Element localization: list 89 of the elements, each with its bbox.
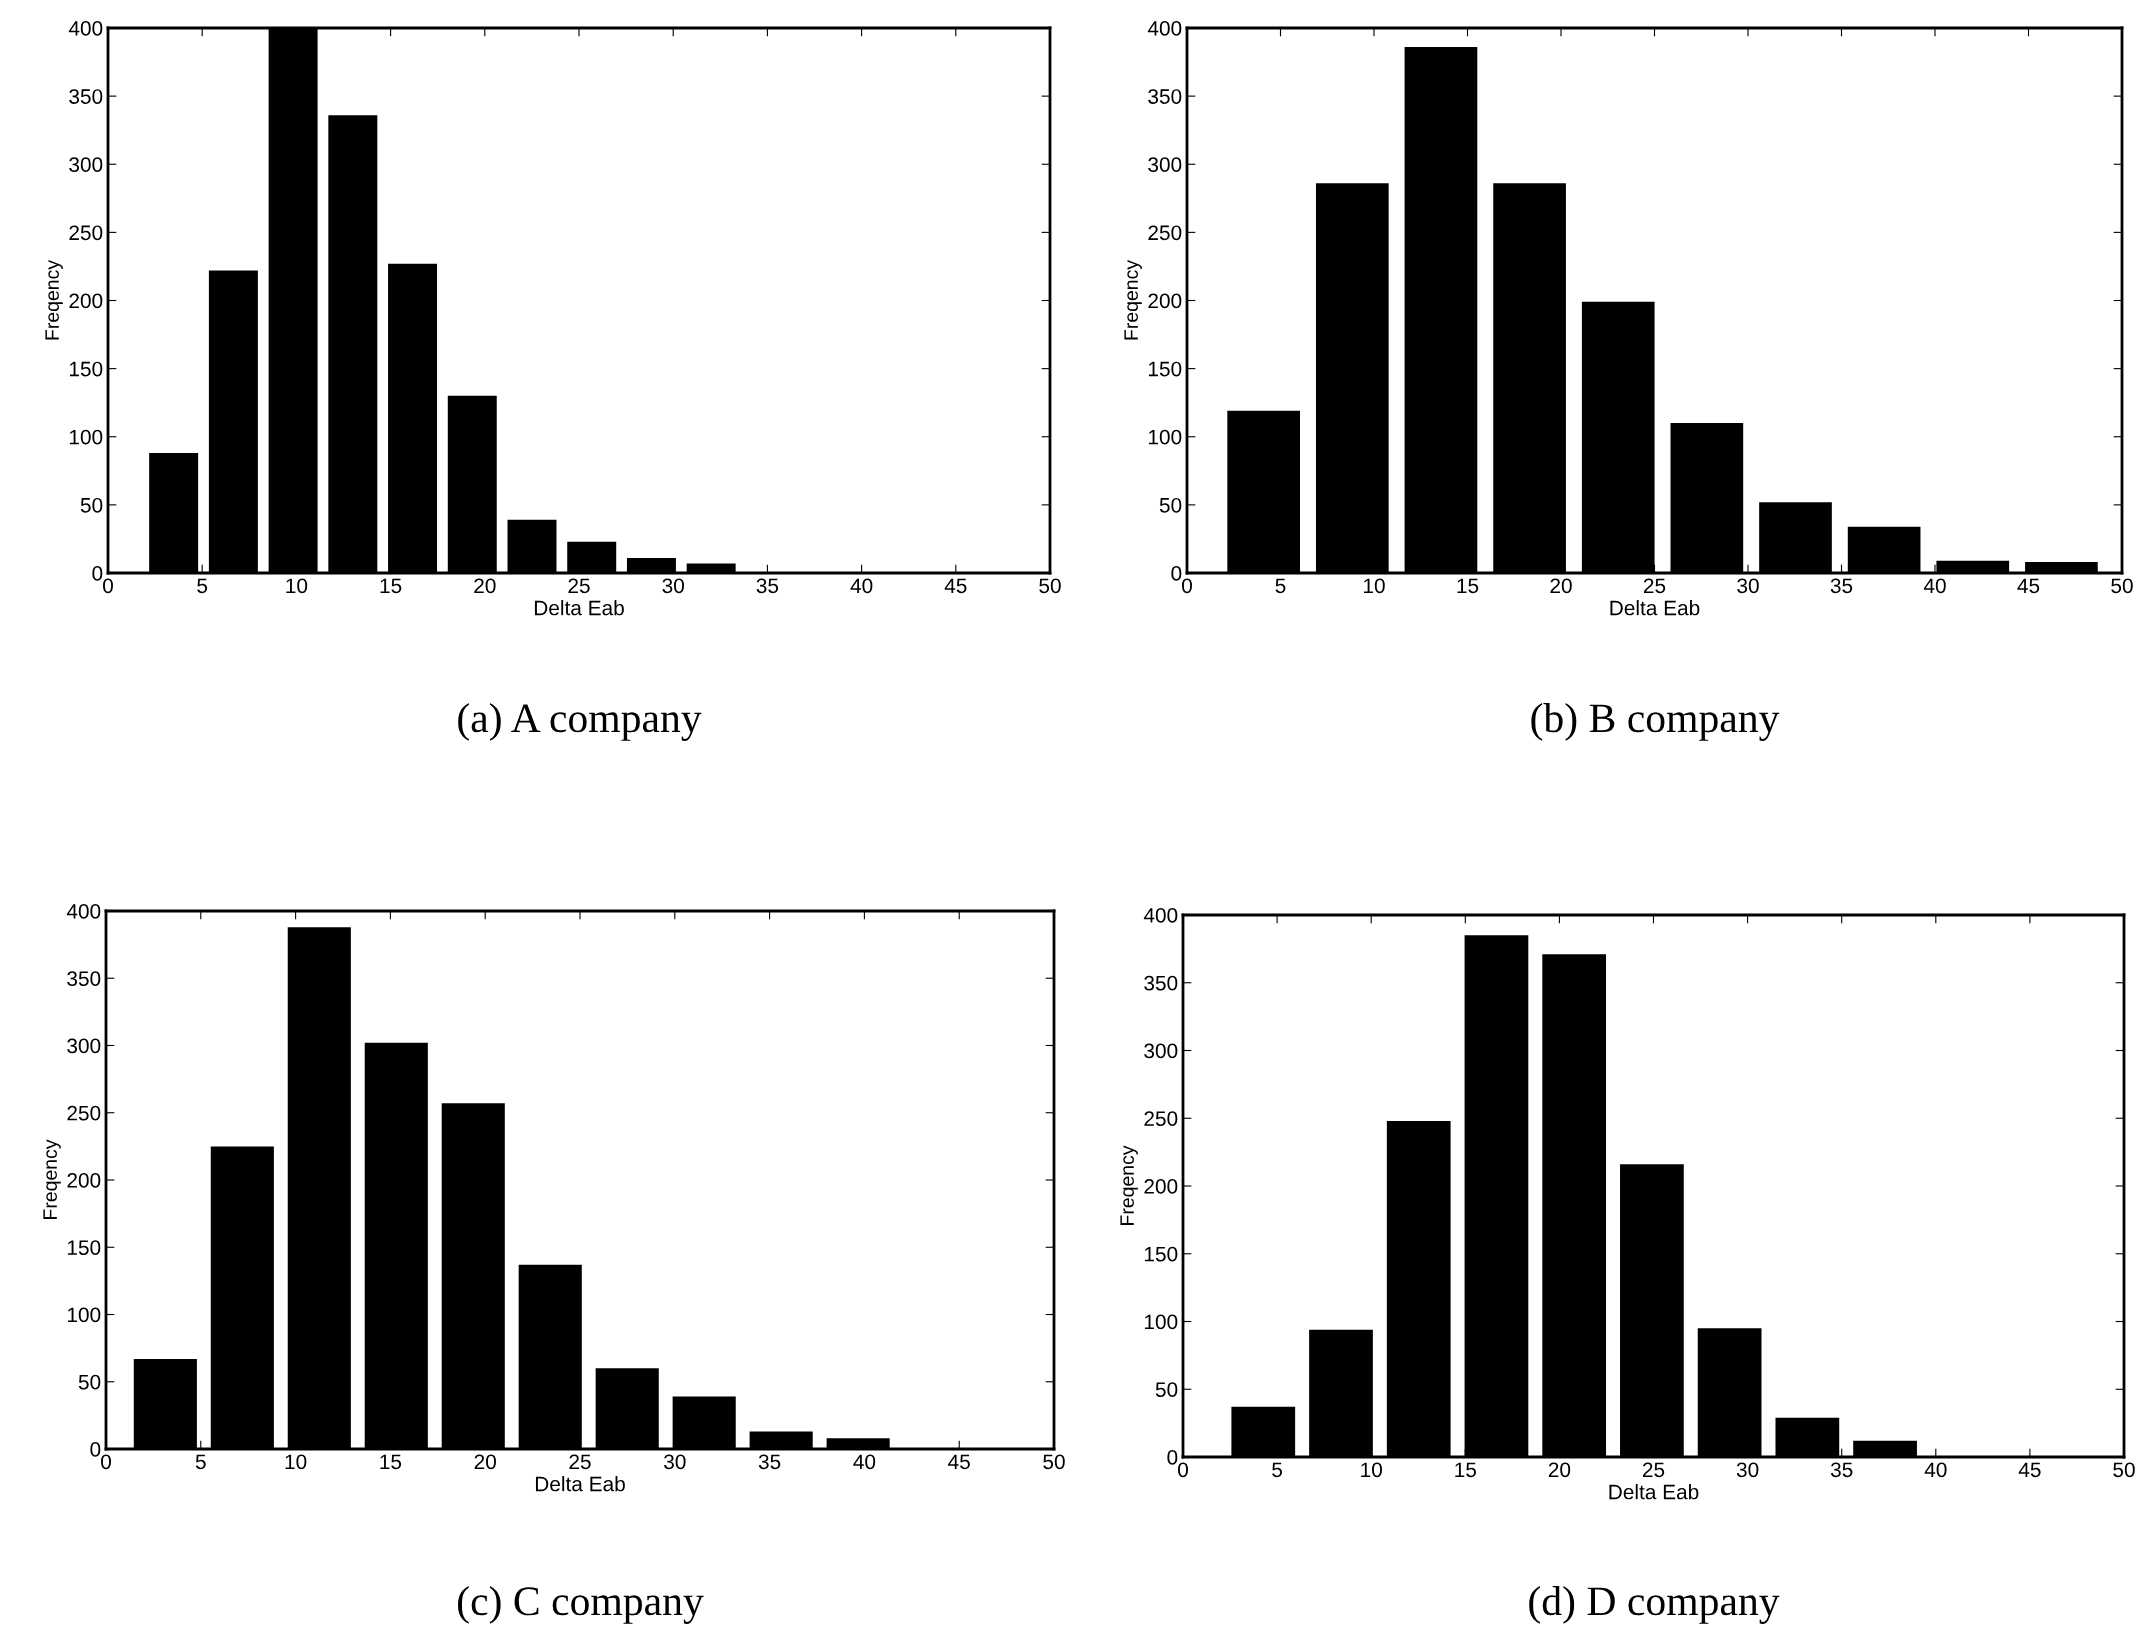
x-tick-label: 15	[380, 1454, 402, 1470]
y-tick-label: 200	[1144, 1179, 1178, 1194]
y-tick-label: 400	[66, 904, 101, 919]
y-tick-label: 400	[68, 21, 103, 36]
x-tick-label: 30	[664, 1454, 686, 1470]
y-tick-label: 150	[1148, 361, 1182, 377]
y-tick-label: 250	[67, 1105, 101, 1121]
x-tick-label: 10	[1361, 1462, 1382, 1478]
x-tick-label: 10	[1364, 578, 1385, 594]
text: (d) D company	[1529, 1586, 1780, 1624]
x-tick-label: 50	[1043, 1454, 1065, 1470]
y-tick-label: 250	[1148, 225, 1182, 241]
x-tick-label: 20	[474, 578, 496, 594]
x-tick-label: 40	[853, 1454, 876, 1470]
x-tick-label: 40	[850, 578, 873, 594]
y-tick-label: 0	[90, 1442, 101, 1457]
x-tick-label: 0	[1182, 578, 1192, 594]
x-tick-label: 15	[1457, 578, 1479, 594]
y-tick-label: 150	[1144, 1246, 1178, 1262]
x-tick-label: 25	[1643, 578, 1666, 594]
x-tick-label: 30	[662, 578, 684, 594]
x-tick-label: 30	[1736, 1462, 1759, 1478]
y-axis-title: Freqency	[45, 260, 63, 340]
y-tick-label: 300	[1144, 1043, 1178, 1059]
y-tick-label: 0	[1171, 566, 1182, 581]
x-tick-label: 20	[1548, 1462, 1571, 1478]
y-tick-label: 150	[67, 1240, 101, 1255]
y-tick-label: 50	[80, 497, 103, 513]
x-tick-label: 15	[1455, 1462, 1477, 1478]
x-tick-label: 45	[944, 578, 967, 594]
text: (b) B company	[1531, 703, 1780, 741]
x-axis-title: Delta Eab	[1610, 600, 1700, 616]
x-tick-label: 20	[1550, 578, 1572, 594]
y-tick-label: 350	[69, 89, 103, 104]
y-tick-label: 100	[1144, 1314, 1178, 1330]
y-tick-label: 350	[1148, 89, 1182, 104]
y-tick-label: 150	[69, 361, 103, 377]
y-tick-label: 100	[67, 1307, 101, 1323]
y-axis-title: Freqency	[1124, 260, 1142, 340]
x-tick-label: 40	[1924, 1462, 1947, 1478]
text: (a) A company	[458, 703, 702, 741]
x-tick-label: 15	[380, 578, 402, 594]
x-tick-label: 5	[1272, 1462, 1283, 1478]
y-tick-label: 300	[69, 157, 103, 172]
x-tick-label: 35	[756, 578, 779, 594]
x-tick-label: 0	[103, 578, 113, 594]
x-tick-label: 10	[285, 1454, 307, 1470]
y-tick-label: 100	[1148, 429, 1182, 445]
x-tick-label: 50	[2111, 578, 2133, 594]
y-tick-label: 400	[1147, 21, 1182, 36]
x-tick-label: 5	[197, 578, 208, 594]
x-tick-label: 50	[2113, 1462, 2135, 1478]
y-tick-label: 50	[1159, 497, 1182, 513]
x-tick-label: 30	[1737, 578, 1759, 594]
x-axis-title: Delta Eab	[535, 1476, 625, 1492]
x-tick-label: 25	[569, 1454, 591, 1470]
text: (c) C company	[458, 1586, 704, 1624]
y-tick-label: 100	[69, 429, 103, 445]
x-tick-label: 20	[474, 1454, 496, 1470]
x-tick-label: 45	[948, 1454, 970, 1470]
y-tick-label: 300	[67, 1038, 101, 1054]
x-tick-label: 35	[758, 1454, 781, 1470]
y-tick-label: 400	[1143, 908, 1178, 923]
x-tick-label: 35	[1830, 578, 1853, 594]
x-axis-title: Delta Eab	[1609, 1484, 1699, 1500]
x-tick-label: 40	[1923, 578, 1946, 594]
y-tick-label: 50	[1155, 1382, 1178, 1397]
y-tick-label: 350	[67, 971, 101, 986]
x-tick-label: 25	[568, 578, 590, 594]
x-tick-label: 45	[2017, 578, 2040, 594]
x-tick-label: 10	[286, 578, 308, 594]
x-tick-label: 45	[2018, 1462, 2041, 1478]
x-tick-label: 5	[1275, 578, 1286, 594]
x-axis-title: Delta Eab	[534, 600, 624, 616]
x-tick-label: 35	[1830, 1462, 1853, 1478]
y-tick-label: 200	[69, 293, 103, 309]
y-tick-label: 200	[67, 1173, 101, 1188]
y-tick-label: 50	[78, 1374, 101, 1390]
y-tick-label: 0	[92, 566, 103, 581]
x-tick-label: 25	[1642, 1462, 1665, 1478]
x-tick-label: 50	[1039, 578, 1061, 594]
y-tick-label: 300	[1148, 157, 1182, 172]
y-tick-label: 350	[1144, 975, 1178, 991]
y-tick-label: 250	[1144, 1111, 1178, 1126]
y-axis-title: Freqency	[43, 1139, 61, 1219]
x-tick-label: 5	[195, 1454, 206, 1470]
y-tick-label: 200	[1148, 293, 1182, 309]
y-axis-title: Freqency	[1120, 1145, 1138, 1225]
y-tick-label: 250	[69, 225, 103, 241]
